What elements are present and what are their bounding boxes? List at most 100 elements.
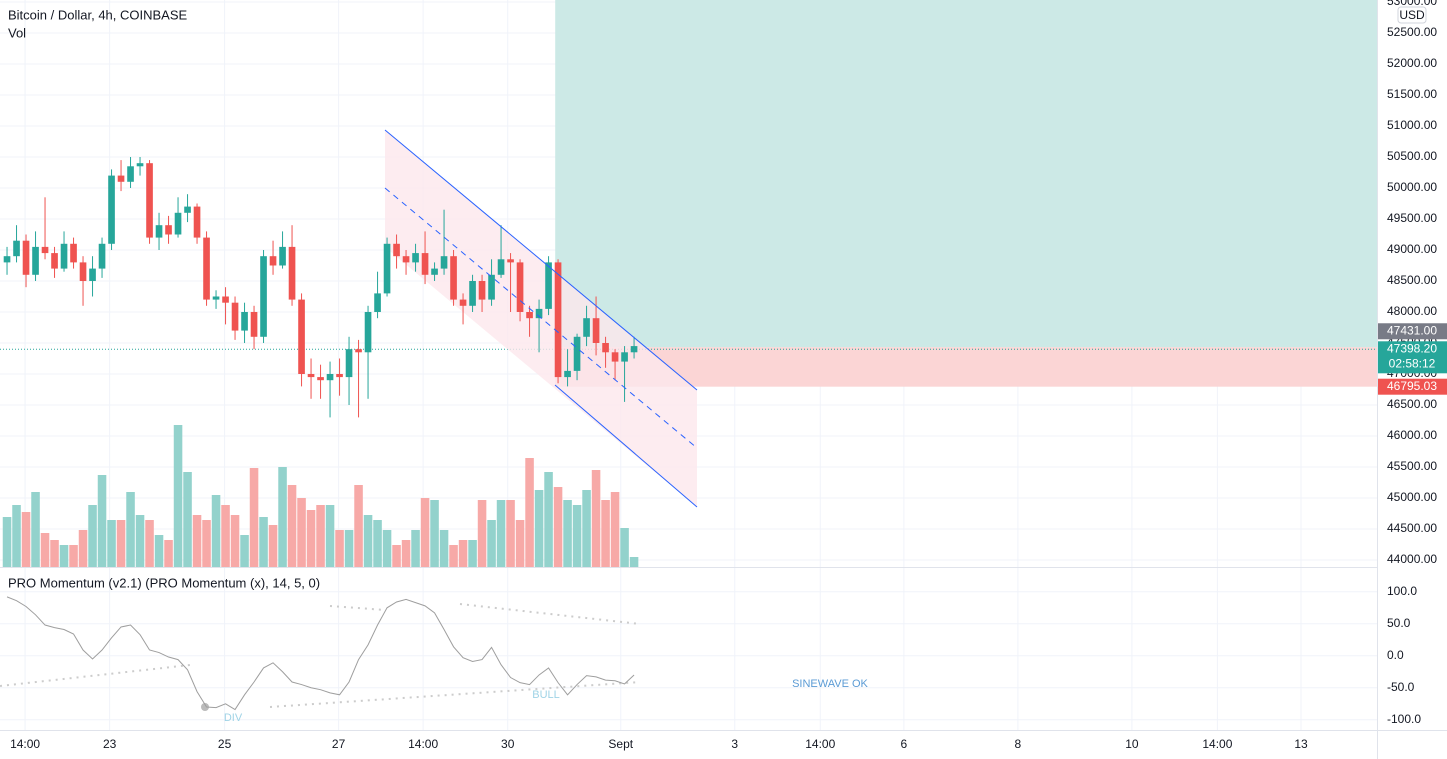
currency: USD [1399,8,1425,22]
candle-body [212,296,220,300]
volume-bar [259,517,268,567]
candle-body [573,336,581,371]
candle-body [32,246,39,275]
candle-body [98,243,106,269]
candle-body [165,225,172,235]
candle-body [250,311,258,337]
countdown: 02:58:12 [1389,356,1436,370]
volume-bar [401,540,411,567]
momentum-trend [269,681,641,708]
candle-body [269,256,277,266]
x-tick-label: 8 [1015,737,1022,751]
volume-bar [12,505,21,567]
indicator-title: PRO Momentum (v2.1) (PRO Momentum (x), 1… [8,575,320,590]
candle-body [554,262,562,378]
candle-body [431,268,438,275]
chart-title: Bitcoin / Dollar, 4h, COINBASE [8,7,188,22]
x-tick-label: 25 [218,737,232,751]
candle-body [459,299,467,306]
volume-bar [506,500,515,567]
y-tick-label: 52500.00 [1387,25,1437,39]
x-tick-label: 14:00 [10,737,40,751]
annotation: BULL [532,689,560,701]
volume-bar [525,458,534,567]
candle-layer [3,156,638,418]
volume-bar [392,545,401,567]
volume-bar [477,500,487,567]
candle-body [231,302,239,331]
volume-bar [59,545,69,567]
volume-bar [249,468,259,567]
candle-body [478,280,486,300]
price-label: 46795.03 [1387,379,1437,393]
candle-body [421,253,429,275]
candle-body [469,280,476,306]
x-tick-label: 23 [103,737,117,751]
volume-bar [154,535,164,567]
y-tick-label: 49000.00 [1387,242,1437,256]
x-tick-label: Sept [608,737,633,751]
y-tick-label: 50.0 [1387,616,1411,630]
y-tick-label: 51000.00 [1387,118,1437,132]
y-tick-label: 45500.00 [1387,459,1437,473]
volume-bar [297,498,306,567]
momentum-line [6,596,635,711]
volume-bar [629,557,639,567]
candle-body [526,311,533,319]
candle-body [602,342,609,353]
candle-body [41,246,49,254]
volume-bar [344,530,354,567]
candle-body [193,206,201,238]
candle-body [402,256,410,263]
candle-body [70,243,77,263]
momentum-layer [6,596,635,711]
annotation: DIV [224,712,243,724]
volume-bar [211,495,221,567]
price-label-box [1378,323,1447,340]
x-tick-label: 14:00 [805,737,835,751]
annotation: SINEWAVE OK [792,678,868,690]
y-tick-label: 50000.00 [1387,180,1437,194]
candle-body [279,246,286,266]
channel-mid [384,187,698,449]
volume-bar [373,520,382,567]
y-tick-label: 44500.00 [1387,521,1437,535]
volume-bar [278,467,287,567]
candle-body [13,240,20,257]
y-tick-label: 44000.00 [1387,552,1437,566]
volume-bar [202,520,211,567]
volume-bar [382,530,392,567]
axis-layer: 14:00 23 25 27 14:00 30 Sept 3 14:00 6 8 10 14:00 13 4… [10,0,1447,751]
volume-bar [430,500,439,567]
volume-bar [240,535,249,567]
price-label: 47431.00 [1387,323,1437,337]
candle-body [345,349,353,378]
candle-body [383,243,391,294]
candle-body [222,296,229,303]
candle-body [89,268,96,281]
volume-bar [97,475,107,567]
div-marker [201,703,209,711]
candle-body [326,373,334,381]
volume-label: Vol [8,25,26,40]
volume-bar [458,540,468,567]
candle-body [535,308,543,319]
x-tick-label: 10 [1125,737,1139,751]
y-tick-label: -50.0 [1387,680,1415,694]
x-tick-label: 14:00 [1202,737,1232,751]
volume-bar [221,505,230,567]
y-tick-label: 52000.00 [1387,56,1437,70]
volume-bar [316,505,325,567]
volume-bar [563,500,572,567]
candle-body [374,293,381,312]
candle-body [288,246,296,300]
x-tick-label: 14:00 [408,737,438,751]
volume-bar [544,472,553,567]
stop-zone [555,347,1377,387]
candle-body [307,373,315,378]
volume-bar [306,510,316,567]
volume-bar [31,492,40,567]
candle-body [3,256,11,263]
price-label-box [1378,378,1447,395]
